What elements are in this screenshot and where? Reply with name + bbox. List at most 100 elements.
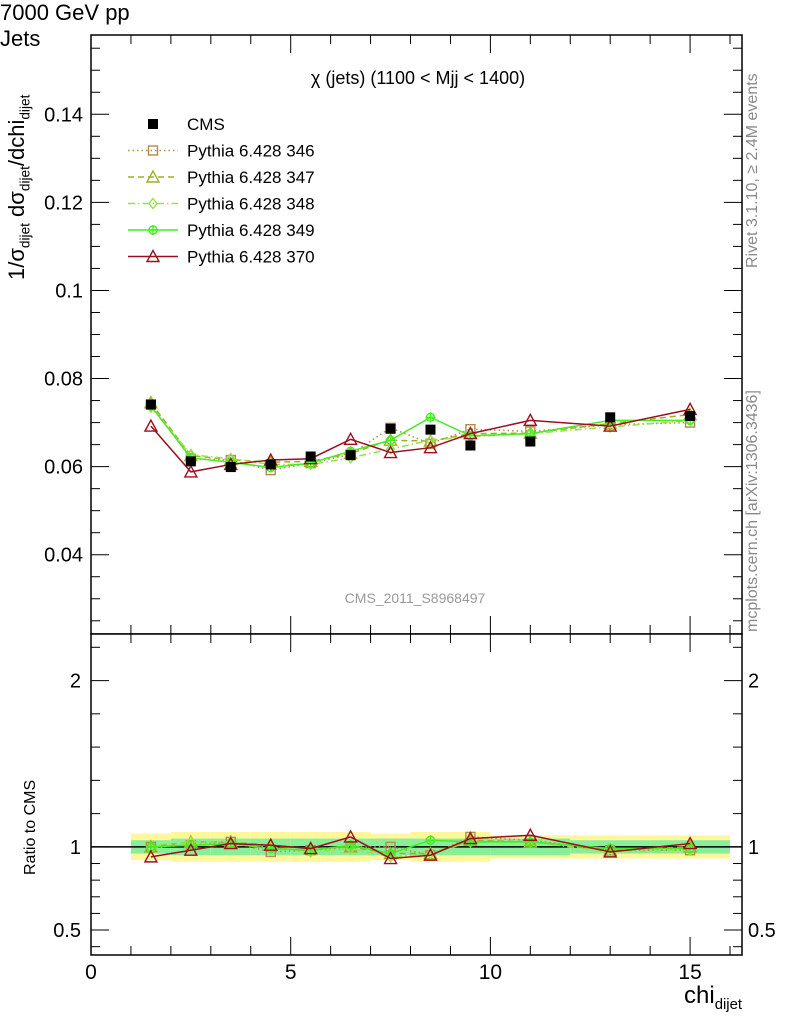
legend-label: Pythia 6.428 346 xyxy=(187,142,315,161)
mcplots-label: mcplots.cern.ch [arXiv:1306.3436] xyxy=(744,390,761,632)
data-point-cms-1 xyxy=(185,456,196,467)
main-y-tick-label: 0.12 xyxy=(44,192,83,214)
legend-label: Pythia 6.428 347 xyxy=(187,168,315,187)
series-line-pythia-6-428-346 xyxy=(150,404,691,471)
main-y-axis-label: 1/σdijet dσdijet/dchidijet xyxy=(4,95,32,280)
ratio-point-pythia-6-428-370-7 xyxy=(423,847,438,861)
data-point-cms-8 xyxy=(465,440,476,451)
ratio-y-ticks: 0.5 0.5 1 1 2 2 xyxy=(53,646,776,948)
ratio-point-pythia-6-428-370-9 xyxy=(523,827,538,841)
ratio-point-pythia-6-428-370-4 xyxy=(303,841,318,855)
y-label-part-2: dσ xyxy=(4,191,29,224)
data-point-pythia-6-428-370-6 xyxy=(383,445,398,459)
legend-marker xyxy=(148,119,158,129)
ratio-point-pythia-6-428-349-9 xyxy=(525,836,536,847)
ratio-y-axis-label: Ratio to CMS xyxy=(22,779,39,875)
legend: CMS Pythia 6.428 346 Pythia 6.428 347 Pythi… xyxy=(128,115,315,267)
legend-item-pythia-6-428-349: Pythia 6.428 349 xyxy=(128,221,315,240)
x-tick-label: 10 xyxy=(479,961,502,984)
legend-label: Pythia 6.428 370 xyxy=(187,248,315,267)
data-point-pythia-6-428-370-7 xyxy=(423,440,438,454)
x-tick-label: 0 xyxy=(85,961,97,984)
series-cms xyxy=(145,399,696,473)
data-point-pythia-6-428-348-6 xyxy=(385,442,396,456)
main-x-ticks xyxy=(90,35,731,634)
x-axis-label: chidijet xyxy=(684,982,742,1013)
main-y-tick-label: 0.1 xyxy=(55,280,83,302)
data-point-cms-3 xyxy=(265,459,276,470)
main-y-tick-label: 0.14 xyxy=(44,104,83,126)
ratio-point-pythia-6-428-370-0 xyxy=(143,849,159,863)
legend-marker xyxy=(148,225,158,235)
analysis-id: CMS_2011_S8968497 xyxy=(344,590,486,606)
legend-item-pythia-6-428-370: Pythia 6.428 370 xyxy=(128,248,315,267)
legend-label: Pythia 6.428 349 xyxy=(187,221,315,240)
data-point-pythia-6-428-370-10 xyxy=(603,418,618,432)
legend-marker xyxy=(145,249,161,263)
legend-item-pythia-6-428-348: Pythia 6.428 348 xyxy=(128,195,315,214)
ratio-point-pythia-6-428-370-3 xyxy=(263,837,278,851)
data-point-cms-2 xyxy=(225,462,236,473)
data-point-pythia-6-428-370-9 xyxy=(523,412,538,427)
x-tick-label: 5 xyxy=(285,961,297,984)
data-point-pythia-6-428-370-0 xyxy=(143,418,159,432)
rivet-label: Rivet 3.1.10, ≥ 2.4M events xyxy=(744,73,761,268)
ratio-y-tick-label-right: 1 xyxy=(748,837,759,859)
data-point-pythia-6-428-370-1 xyxy=(183,464,199,478)
ratio-point-pythia-6-428-370-8 xyxy=(463,831,478,845)
ratio-point-pythia-6-428-370-10 xyxy=(603,844,618,858)
legend-item-pythia-6-428-346: Pythia 6.428 346 xyxy=(128,142,315,161)
series-line-pythia-6-428-370 xyxy=(150,408,691,473)
data-point-cms-9 xyxy=(525,436,536,447)
main-y-tick-label: 0.06 xyxy=(44,457,83,479)
y-label-sub-2: dijet xyxy=(17,166,33,192)
plot-title: χ (jets) (1100 < Mjj < 1400) xyxy=(310,68,526,88)
y-label-part-1: 1/σ xyxy=(4,248,29,280)
main-y-ticks: 0.04 0.06 0.08 0.1 0.12 0.14 xyxy=(44,47,742,622)
main-y-tick-label: 0.08 xyxy=(44,369,83,391)
ratio-frame xyxy=(90,633,743,956)
data-point-cms-11 xyxy=(685,410,696,421)
ratio-y-tick-label-right: 0.5 xyxy=(748,920,776,942)
y-label-part-3: /dchi xyxy=(4,119,29,167)
main-panel: 0.04 0.06 0.08 0.1 0.12 0.14 CMS Pythia 6.428 3… xyxy=(44,34,743,635)
legend-marker xyxy=(147,145,159,156)
series-line-pythia-6-428-348 xyxy=(150,406,691,466)
ratio-y-tick-label: 1 xyxy=(70,837,81,859)
ratio-y-tick-label: 2 xyxy=(70,671,81,693)
legend-item-cms: CMS xyxy=(148,115,225,134)
ratio-point-pythia-6-428-349-7 xyxy=(425,835,436,846)
legend-item-pythia-6-428-347: Pythia 6.428 347 xyxy=(128,168,315,187)
ratio-x-ticks: 0 5 10 15 xyxy=(85,634,731,984)
ratio-point-pythia-6-428-370-11 xyxy=(682,836,698,850)
ratio-y-tick-label: 0.5 xyxy=(53,920,81,942)
data-point-cms-0 xyxy=(145,399,156,410)
data-point-pythia-6-428-370-5 xyxy=(343,431,358,446)
ratio-point-pythia-6-428-348-7 xyxy=(425,847,436,860)
ratio-line-pythia-6-428-349 xyxy=(150,839,691,855)
data-point-pythia-6-428-370-8 xyxy=(463,426,478,440)
data-point-cms-5 xyxy=(345,450,356,461)
data-point-cms-7 xyxy=(425,424,436,435)
data-point-pythia-6-428-349-7 xyxy=(425,412,436,423)
x-tick-label: 15 xyxy=(678,961,701,984)
process-label: Jets xyxy=(0,26,41,51)
data-point-cms-4 xyxy=(305,451,316,462)
main-y-tick-label: 0.04 xyxy=(44,545,83,567)
beam-label: 7000 GeV pp xyxy=(0,0,130,25)
data-point-pythia-6-428-349-6 xyxy=(385,435,396,446)
ratio-point-pythia-6-428-370-5 xyxy=(343,829,358,843)
y-label-sub-3: dijet xyxy=(17,94,33,120)
ratio-point-pythia-6-428-348-6 xyxy=(385,850,396,863)
data-point-pythia-6-428-348-7 xyxy=(425,434,436,447)
ratio-line-pythia-6-428-370 xyxy=(150,834,691,860)
legend-label: Pythia 6.428 348 xyxy=(187,195,315,214)
data-point-cms-6 xyxy=(385,423,396,434)
x-label-main: chi xyxy=(684,982,715,1009)
ratio-point-pythia-6-428-370-2 xyxy=(223,836,238,850)
x-label-sub: dijet xyxy=(714,996,742,1013)
y-label-sub-1: dijet xyxy=(17,223,33,249)
ratio-point-pythia-6-428-370-1 xyxy=(183,842,199,856)
ratio-plot-area xyxy=(91,634,742,955)
